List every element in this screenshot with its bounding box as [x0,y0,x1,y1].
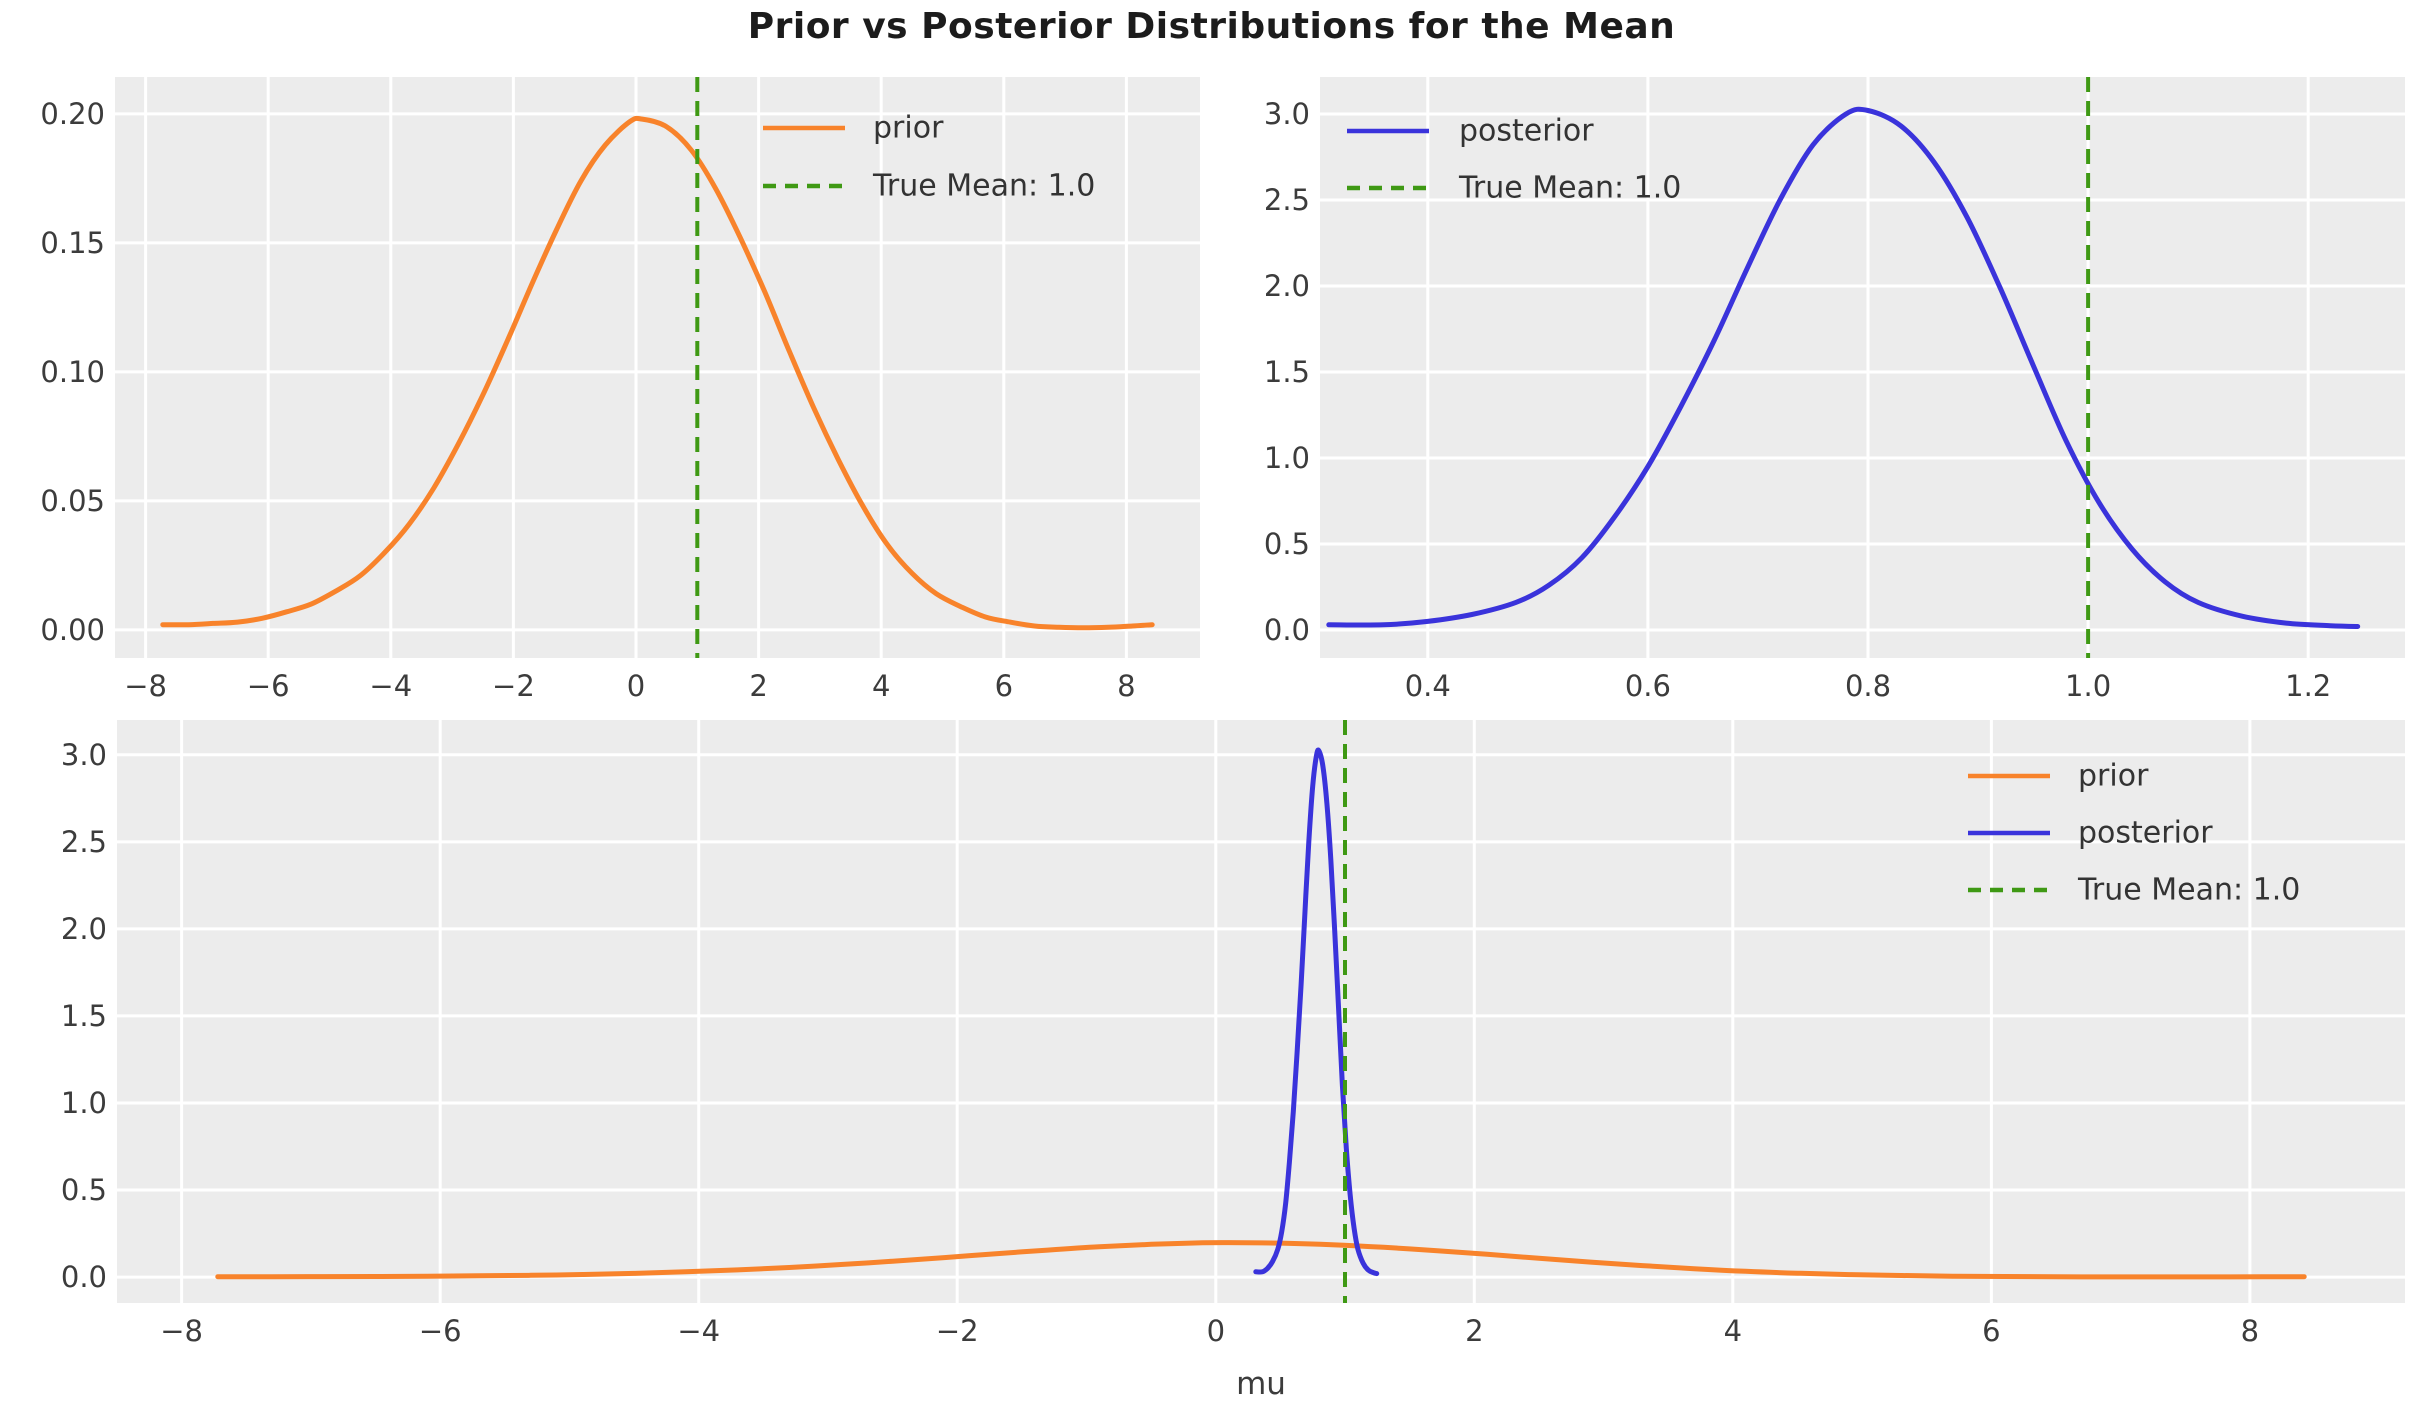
chart-combined-bottom: −8 −6 −4 −2 0 2 4 6 80.00.51.01.52.02.53.0priorp… [61,720,2405,1348]
curve-prior [215,1240,2307,1280]
plot-area [115,77,1200,658]
x-tick-label: −4 [369,669,412,703]
y-tick-label: 1.5 [61,999,107,1033]
y-tick-label: 0.00 [40,613,105,647]
chart-prior-top-left: −8 −6 −4 −2 0 2 4 6 8 0.00 0.05 0.10 0.15 0.20 prior Tr… [40,77,1200,703]
x-tick-labels: −8 −6 −4 −2 0 2 4 6 8 [160,1314,2259,1348]
x-tick-label: 6 [1982,1314,2000,1348]
x-tick-label: −2 [492,669,535,703]
y-tick-labels: 0.0 0.5 1.0 1.5 2.0 2.5 3.0 [61,738,107,1294]
x-tick-label: −8 [160,1314,203,1348]
y-tick-label: 2.0 [1264,269,1310,303]
x-tick-label: 8 [2241,1314,2259,1348]
x-tick-label: 0 [627,669,645,703]
curve-posterior [1253,747,1380,1277]
x-tick-label: 6 [995,669,1013,703]
y-tick-label: 0.10 [40,355,105,389]
y-tick-label: 0.5 [1264,527,1310,561]
legend-label: prior [2078,759,2149,794]
y-tick-label: 1.5 [1264,355,1310,389]
y-tick-labels: 0.0 0.5 1.0 1.5 2.0 2.5 3.0 [1264,97,1310,647]
x-tick-labels: −8 −6 −4 −2 0 2 4 6 8 [124,669,1135,703]
x-tick-label: −2 [936,1314,979,1348]
x-tick-label: 2 [1465,1314,1483,1348]
y-tick-label: 2.5 [61,825,107,859]
y-tick-label: 3.0 [1264,97,1310,131]
x-tick-label: −6 [419,1314,462,1348]
y-tick-label: 0.20 [40,97,105,131]
legend: prior True Mean: 1.0 [763,111,1095,204]
chart-posterior-top-right: 0.4 0.6 0.8 1.0 1.2 0.0 0.5 1.0 1.5 2.0 2.5 3.0 post… [1264,77,2405,703]
legend: prior posterior True Mean: 1.0 [1968,759,2300,908]
plot-area [1320,77,2405,658]
x-tick-label: 0.8 [1845,669,1891,703]
legend-label: prior [873,111,944,146]
y-tick-label: 0.5 [61,1173,107,1207]
x-tick-label: 2 [749,669,767,703]
y-tick-label: 0.05 [40,484,105,518]
y-tick-label: 2.0 [61,912,107,946]
y-tick-label: 1.0 [61,1086,107,1120]
x-tick-label: 4 [1724,1314,1742,1348]
curve-prior [160,115,1155,631]
y-tick-label: 1.0 [1264,441,1310,475]
x-tick-label: 4 [872,669,890,703]
legend-label: True Mean: 1.0 [1458,171,1681,206]
x-tick-label: 0.6 [1625,669,1671,703]
y-tick-label: 2.5 [1264,183,1310,217]
y-tick-label: 0.0 [1264,613,1310,647]
x-tick-label: −6 [247,669,290,703]
y-tick-label: 0.0 [61,1260,107,1294]
gridlines [115,77,1200,658]
x-tick-label: 8 [1117,669,1135,703]
x-tick-label: −4 [677,1314,720,1348]
x-tick-labels: 0.4 0.6 0.8 1.0 1.2 [1405,669,2332,703]
x-tick-label: 0.4 [1405,669,1451,703]
legend-label: True Mean: 1.0 [872,169,1095,204]
y-tick-label: 0.15 [40,226,105,260]
curve-posterior [1326,106,2361,629]
x-axis-label-mu: mu [1236,1366,1286,1402]
legend-label: posterior [1459,114,1594,149]
plot-area [117,720,2405,1303]
x-tick-label: 1.2 [2285,669,2331,703]
x-tick-label: −8 [124,669,167,703]
y-tick-label: 3.0 [61,738,107,772]
figure-title: Prior vs Posterior Distributions for the… [747,6,1676,47]
x-tick-label: 0 [1207,1314,1225,1348]
legend-label: posterior [2078,816,2213,851]
x-tick-label: 1.0 [2065,669,2111,703]
legend-label: True Mean: 1.0 [2077,873,2300,908]
y-tick-labels: 0.00 0.05 0.10 0.15 0.20 [40,97,105,647]
legend: posterior True Mean: 1.0 [1347,114,1681,206]
